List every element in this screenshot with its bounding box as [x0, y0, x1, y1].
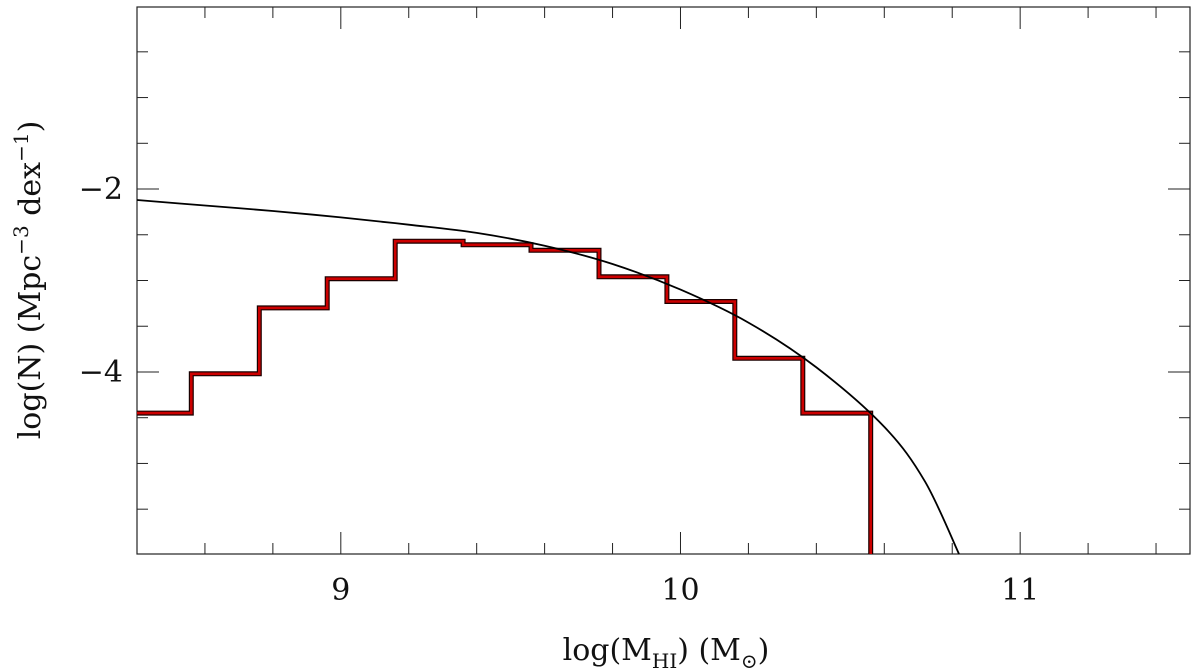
x-axis-label: log(MHI) (M⊙): [563, 633, 770, 672]
y-tick-label: −4: [79, 355, 123, 390]
series-layer: [136, 199, 960, 555]
schechter-fit-curve: [136, 199, 960, 555]
x-tick-label: 10: [661, 573, 699, 608]
tick-labels: 9 10 11 −2 −4: [79, 172, 1039, 608]
plot-frame: [136, 6, 1191, 555]
histogram-step-series: [137, 239, 872, 554]
x-tick-label: 11: [1001, 573, 1039, 608]
y-tick-label: −2: [79, 172, 123, 207]
y-axis-label: log(N) (Mpc−3 dex−1): [9, 121, 48, 440]
plot-border: [136, 6, 1191, 555]
x-tick-label: 9: [331, 573, 350, 608]
histogram-step-outline: [137, 238, 874, 554]
axis-ticks: [136, 7, 1190, 554]
